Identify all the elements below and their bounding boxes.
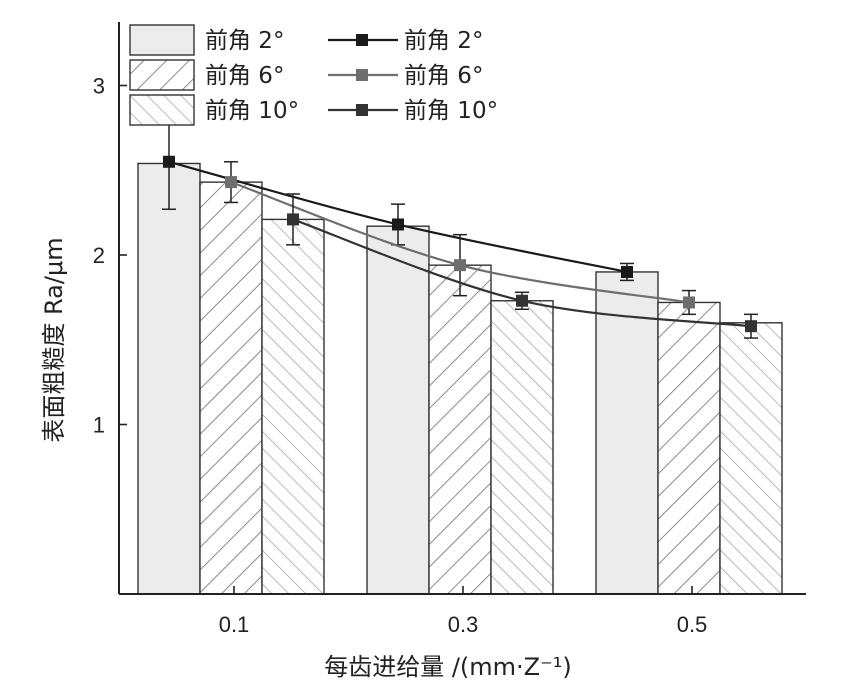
marker-3-3 bbox=[745, 320, 757, 333]
legend: 前角 2° 前角 6° 前角 10° 前角 2° 前角 6° 前角 10° bbox=[129, 24, 498, 126]
bar-3-3 bbox=[719, 322, 783, 595]
marker-2-3 bbox=[683, 296, 695, 309]
marker-3-1 bbox=[287, 213, 299, 226]
x-axis-title: 每齿进给量 /(mm·Z⁻¹) bbox=[324, 653, 572, 681]
bar-1-3 bbox=[595, 271, 659, 595]
bar-2-1 bbox=[199, 181, 263, 595]
legend-marker-1 bbox=[356, 34, 368, 46]
bar-2-3 bbox=[657, 301, 721, 595]
ticks-layer: 1 2 3 0.1 0.3 0.5 bbox=[93, 74, 708, 638]
legend-marker-2 bbox=[356, 69, 368, 81]
legend-marker-3 bbox=[356, 104, 368, 116]
bar-1-2 bbox=[366, 225, 430, 595]
legend-swatch-bar-2 bbox=[129, 59, 195, 91]
bar-3-2 bbox=[490, 300, 554, 595]
marker-2-1 bbox=[225, 176, 237, 189]
legend-label-line-1: 前角 2° bbox=[404, 28, 483, 54]
legend-label-line-3: 前角 10° bbox=[404, 98, 498, 124]
curves-layer bbox=[162, 113, 758, 339]
bar-2-2 bbox=[428, 264, 492, 595]
legend-label-bar-2: 前角 6° bbox=[205, 63, 284, 89]
legend-label-bar-3: 前角 10° bbox=[205, 98, 299, 124]
bar-3-1 bbox=[261, 218, 325, 595]
x-tick-label-3: 0.5 bbox=[677, 612, 708, 637]
legend-swatch-bar-3 bbox=[129, 94, 195, 126]
bar-1-1 bbox=[137, 162, 201, 595]
y-axis-title: 表面粗糙度 Ra/μm bbox=[40, 237, 68, 442]
legend-label-bar-1: 前角 2° bbox=[205, 28, 284, 54]
marker-1-1 bbox=[163, 155, 175, 168]
y-tick-label-3: 3 bbox=[93, 74, 105, 99]
x-tick-label-2: 0.3 bbox=[448, 612, 479, 637]
y-tick-label-1: 1 bbox=[93, 413, 105, 438]
marker-3-2 bbox=[516, 294, 528, 307]
legend-label-line-2: 前角 6° bbox=[404, 63, 483, 89]
marker-2-2 bbox=[454, 259, 466, 272]
marker-1-2 bbox=[392, 218, 404, 231]
y-tick-label-2: 2 bbox=[93, 243, 105, 268]
legend-swatch-bar-1 bbox=[129, 24, 195, 56]
marker-1-3 bbox=[621, 265, 633, 278]
x-tick-label-1: 0.1 bbox=[219, 612, 250, 637]
bars-layer bbox=[137, 162, 783, 595]
